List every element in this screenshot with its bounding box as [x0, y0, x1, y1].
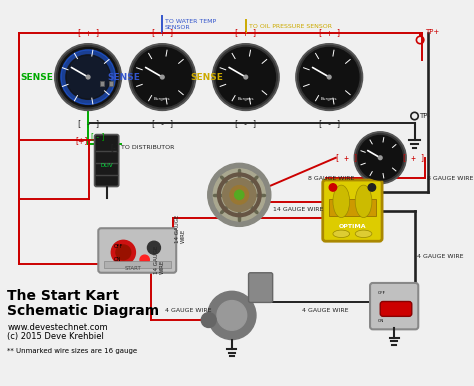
Text: [+]: [+]: [75, 135, 88, 145]
Circle shape: [133, 47, 192, 107]
Circle shape: [86, 75, 90, 79]
FancyBboxPatch shape: [380, 301, 412, 317]
Circle shape: [61, 50, 115, 104]
Circle shape: [328, 75, 331, 79]
Circle shape: [296, 44, 363, 110]
Circle shape: [298, 46, 361, 108]
Circle shape: [56, 46, 119, 108]
Circle shape: [235, 190, 244, 200]
Circle shape: [217, 301, 246, 330]
Text: 4 GAUGE WIRE: 4 GAUGE WIRE: [417, 254, 464, 259]
Bar: [100, 81, 104, 86]
Circle shape: [58, 47, 118, 107]
FancyBboxPatch shape: [248, 273, 273, 303]
Circle shape: [354, 132, 406, 184]
Text: [-]: [-]: [110, 143, 119, 152]
Circle shape: [131, 46, 194, 108]
Bar: [109, 81, 113, 86]
Circle shape: [213, 169, 265, 221]
FancyBboxPatch shape: [323, 180, 382, 241]
Circle shape: [329, 184, 337, 191]
Text: [ + ]: [ + ]: [151, 28, 174, 37]
Circle shape: [368, 184, 375, 191]
Circle shape: [212, 44, 279, 110]
Circle shape: [111, 240, 136, 264]
Text: 14 GAUGE
WIRE: 14 GAUGE WIRE: [154, 245, 165, 274]
Ellipse shape: [333, 185, 350, 218]
Text: SENSE: SENSE: [20, 73, 53, 81]
Text: [ + ]: [ + ]: [402, 153, 425, 162]
Text: [ + ]: [ + ]: [234, 28, 257, 37]
Text: TO DISTRIBUTOR: TO DISTRIBUTOR: [121, 145, 175, 150]
Text: (c) 2015 Deve Krehbiel: (c) 2015 Deve Krehbiel: [8, 332, 104, 341]
Circle shape: [201, 313, 216, 327]
Text: OFF: OFF: [377, 291, 385, 295]
Text: [ - ]: [ - ]: [76, 119, 100, 128]
Text: 14 GAUGE WIRE: 14 GAUGE WIRE: [273, 207, 323, 212]
Text: The Start Kart: The Start Kart: [8, 288, 119, 303]
Text: 14 GAUGE
WIRE: 14 GAUGE WIRE: [175, 215, 186, 243]
Circle shape: [129, 44, 196, 110]
Circle shape: [230, 186, 248, 204]
Circle shape: [358, 135, 402, 180]
Ellipse shape: [355, 230, 372, 237]
Circle shape: [300, 47, 359, 107]
FancyBboxPatch shape: [370, 283, 418, 329]
Ellipse shape: [333, 230, 350, 237]
Text: ON: ON: [114, 257, 121, 262]
Text: [ - ]: [ - ]: [91, 132, 104, 141]
Text: [ - ]: [ - ]: [234, 119, 257, 128]
Circle shape: [216, 47, 275, 107]
Circle shape: [244, 75, 247, 79]
Text: START: START: [124, 266, 141, 271]
FancyBboxPatch shape: [95, 135, 118, 186]
Circle shape: [208, 291, 256, 340]
Ellipse shape: [355, 185, 372, 218]
Text: 4 GAUGE WIRE: 4 GAUGE WIRE: [302, 308, 349, 313]
Text: TO WATER TEMP
SENSOR: TO WATER TEMP SENSOR: [165, 19, 216, 30]
Circle shape: [208, 163, 271, 226]
Text: ** Unmarked wire sizes are 16 gauge: ** Unmarked wire sizes are 16 gauge: [8, 348, 137, 354]
Text: [ - ]: [ - ]: [318, 119, 341, 128]
Text: [ - ]: [ - ]: [151, 119, 174, 128]
Text: 8 GAUGE WIRE: 8 GAUGE WIRE: [308, 176, 354, 181]
Bar: [329, 200, 375, 216]
Text: ON: ON: [377, 319, 384, 323]
FancyBboxPatch shape: [98, 228, 176, 273]
Circle shape: [356, 134, 404, 182]
Circle shape: [223, 178, 256, 212]
Text: OFF: OFF: [114, 244, 123, 249]
Circle shape: [147, 241, 160, 254]
Text: TO OIL PRESSURE SENSOR: TO OIL PRESSURE SENSOR: [248, 24, 331, 29]
Text: 8 GAUGE WIRE: 8 GAUGE WIRE: [427, 176, 473, 181]
Text: www.devestechnet.com: www.devestechnet.com: [8, 323, 108, 332]
Circle shape: [378, 156, 382, 160]
Text: Burgess: Burgess: [321, 97, 337, 102]
FancyBboxPatch shape: [104, 261, 171, 268]
Circle shape: [55, 44, 121, 110]
Text: [ + ]: [ + ]: [76, 28, 100, 37]
Text: DLIV: DLIV: [100, 163, 113, 168]
Text: Burgess: Burgess: [154, 97, 171, 102]
Text: [ + ]: [ + ]: [335, 153, 358, 162]
Text: [ + ]: [ + ]: [318, 28, 341, 37]
Text: 4 GAUGE WIRE: 4 GAUGE WIRE: [165, 308, 211, 313]
Text: SENSE: SENSE: [107, 73, 140, 81]
Circle shape: [214, 46, 277, 108]
Circle shape: [66, 55, 110, 99]
Text: TP-: TP-: [419, 113, 430, 119]
Text: OPTIMA: OPTIMA: [338, 224, 366, 229]
Text: TP+: TP+: [425, 29, 439, 35]
Circle shape: [116, 245, 131, 260]
Circle shape: [140, 255, 149, 264]
Text: SENSE: SENSE: [191, 73, 224, 81]
Text: Burgess: Burgess: [237, 97, 254, 102]
Circle shape: [160, 75, 164, 79]
Text: Schematic Diagram: Schematic Diagram: [8, 304, 160, 318]
